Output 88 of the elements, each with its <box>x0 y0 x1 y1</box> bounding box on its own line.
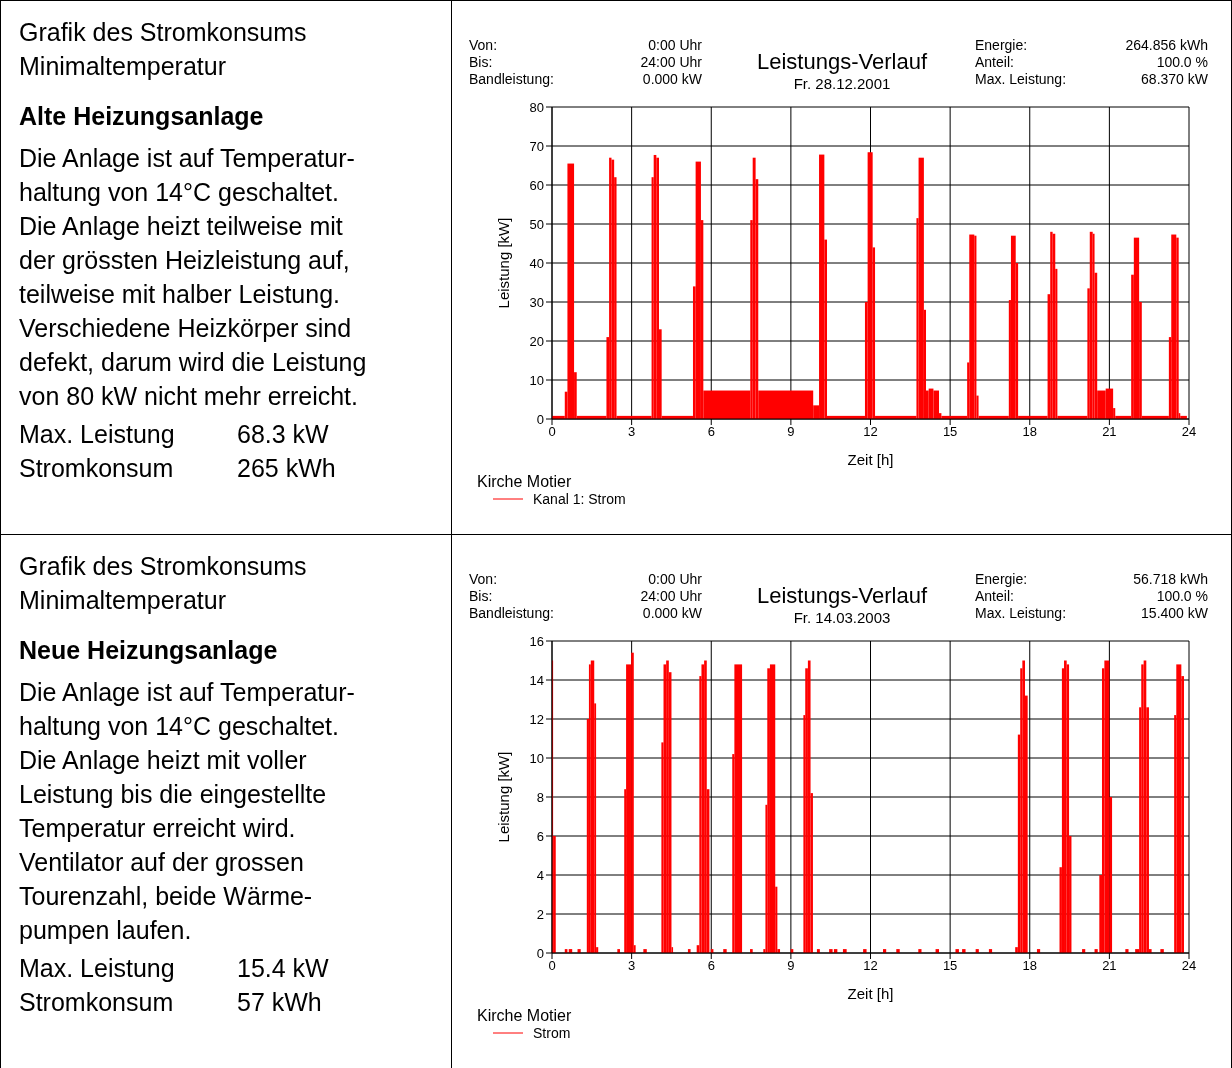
x-axis-title: Zeit [h] <box>847 451 894 468</box>
text: 265 kWh <box>237 453 337 484</box>
y-tick-label: 6 <box>536 828 544 844</box>
text: Von: <box>469 571 498 588</box>
y-tick-label: 10 <box>529 750 544 766</box>
text: Bis: <box>469 588 493 605</box>
x-tick-label: 9 <box>787 424 795 440</box>
text: Max. Leistung <box>19 419 176 450</box>
text: Max. Leistung <box>19 953 176 984</box>
text: Max. Leistung: <box>975 71 1067 88</box>
text: Bandleistung: <box>469 605 554 622</box>
text: 0.000 kW <box>642 71 702 88</box>
text: 68.3 kW <box>237 419 330 450</box>
text: 0:00 Uhr <box>648 571 702 588</box>
x-tick-label: 21 <box>1102 424 1117 440</box>
text: Anteil: <box>975 54 1014 71</box>
x-tick-label: 21 <box>1102 958 1117 974</box>
x-tick-label: 15 <box>942 424 958 440</box>
x-tick-label: 18 <box>1022 958 1037 974</box>
y-tick-label: 0 <box>536 411 544 427</box>
text: 0.000 kW <box>642 605 702 622</box>
y-tick-label: 60 <box>529 177 544 193</box>
y-tick-label: 80 <box>529 99 544 115</box>
text: Die Anlage ist auf Temperatur- haltung von 14°C geschaltet. Die Anlage heizt mit voller Leistung bis die eingestellte Temperatur erreicht wird. Ventilator auf der grossen Tourenzahl, beide Wärme- pumpen laufen. <box>19 677 356 946</box>
text: 100.0 % <box>1156 54 1208 71</box>
text: Energie: <box>975 571 1028 588</box>
y-tick-label: 14 <box>529 672 544 688</box>
text: Grafik des Stromkonsums <box>19 17 308 48</box>
text: Die Anlage ist auf Temperatur- haltung von 14°C geschaltet. Die Anlage heizt teilweise mit der grössten Heizleistung auf, teilweise mit halber Leistung. Verschiedene Heizkörper sind defekt, darum wird die Leistung von 80 kW nicht mehr erreicht. <box>19 143 368 412</box>
y-tick-label: 70 <box>529 138 544 154</box>
y-axis-title: Leistung [kW] <box>495 751 513 843</box>
y-tick-label: 8 <box>536 789 544 805</box>
text: Energie: <box>975 37 1028 54</box>
text: 15.400 kW <box>1141 605 1208 622</box>
legend-label: Strom <box>533 1025 571 1041</box>
x-tick-label: 18 <box>1022 424 1037 440</box>
x-tick-label: 24 <box>1181 424 1197 440</box>
text: Max. Leistung: <box>975 605 1067 622</box>
y-tick-label: 12 <box>529 711 544 727</box>
y-tick-label: 50 <box>529 216 544 232</box>
legend-title: Kirche Motier <box>477 473 573 491</box>
text: Stromkonsum <box>19 453 175 484</box>
x-tick-label: 0 <box>548 424 556 440</box>
x-tick-label: 0 <box>548 958 556 974</box>
text: 0:00 Uhr <box>648 37 702 54</box>
x-tick-label: 3 <box>628 958 636 974</box>
x-tick-label: 24 <box>1181 958 1197 974</box>
text: 15.4 kW <box>237 953 330 984</box>
text: 264.856 kWh <box>1125 37 1208 54</box>
text: Grafik des Stromkonsums <box>19 551 308 582</box>
text: 100.0 % <box>1156 588 1208 605</box>
text: Von: <box>469 37 498 54</box>
chart-subtitle: Fr. 14.03.2003 <box>792 609 892 627</box>
y-tick-label: 4 <box>536 867 544 883</box>
text: Anteil: <box>975 588 1014 605</box>
y-tick-label: 40 <box>529 255 544 271</box>
chart-title: Leistungs-Verlauf <box>756 49 928 75</box>
y-axis-title: Leistung [kW] <box>495 217 513 309</box>
text: 57 kWh <box>237 987 323 1018</box>
text: 56.718 kWh <box>1133 571 1208 588</box>
x-tick-label: 6 <box>707 958 715 974</box>
text: Bandleistung: <box>469 71 554 88</box>
y-tick-label: 2 <box>536 906 544 922</box>
text: Stromkonsum <box>19 987 175 1018</box>
x-tick-label: 15 <box>942 958 958 974</box>
x-tick-label: 6 <box>707 424 715 440</box>
text: 68.370 kW <box>1141 71 1208 88</box>
text: Alte Heizungsanlage <box>19 101 265 132</box>
x-tick-label: 9 <box>787 958 795 974</box>
x-tick-label: 12 <box>863 424 878 440</box>
y-tick-label: 0 <box>536 945 544 961</box>
text: 24:00 Uhr <box>640 54 702 71</box>
x-tick-label: 3 <box>628 424 636 440</box>
y-tick-label: 20 <box>529 333 544 349</box>
y-tick-label: 10 <box>529 372 544 388</box>
text: 24:00 Uhr <box>640 588 702 605</box>
x-axis-title: Zeit [h] <box>847 985 894 1002</box>
text: Minimaltemperatur <box>19 585 227 616</box>
legend-title: Kirche Motier <box>477 1007 573 1025</box>
x-tick-label: 12 <box>863 958 878 974</box>
chart-subtitle: Fr. 28.12.2001 <box>792 75 892 93</box>
y-tick-label: 30 <box>529 294 544 310</box>
text: Bis: <box>469 54 493 71</box>
legend-label: Kanal 1: Strom <box>533 491 626 507</box>
y-tick-label: 16 <box>529 633 544 649</box>
text: Minimaltemperatur <box>19 51 227 82</box>
chart-title: Leistungs-Verlauf <box>756 583 928 609</box>
text: Neue Heizungsanlage <box>19 635 279 666</box>
